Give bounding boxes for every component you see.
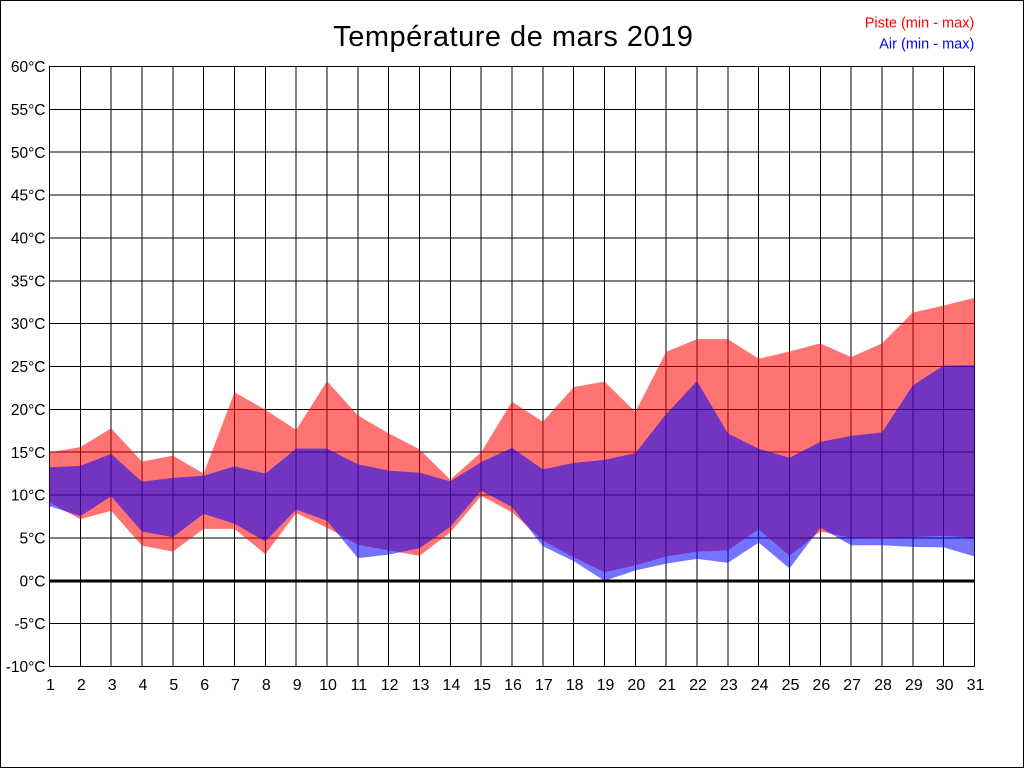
- svg-text:29: 29: [905, 677, 923, 694]
- svg-text:-10°C: -10°C: [6, 659, 46, 676]
- svg-text:13: 13: [412, 677, 430, 694]
- svg-text:22: 22: [689, 677, 707, 694]
- svg-text:Piste (min - max): Piste (min - max): [865, 15, 975, 31]
- svg-text:60°C: 60°C: [11, 59, 46, 76]
- svg-text:5°C: 5°C: [19, 531, 45, 548]
- svg-text:24: 24: [751, 677, 769, 694]
- svg-text:-5°C: -5°C: [14, 616, 45, 633]
- svg-text:25: 25: [782, 677, 800, 694]
- svg-text:3: 3: [108, 677, 117, 694]
- svg-text:40°C: 40°C: [11, 231, 46, 248]
- svg-text:11: 11: [351, 677, 368, 694]
- svg-text:50°C: 50°C: [11, 145, 46, 162]
- svg-text:25°C: 25°C: [11, 359, 46, 376]
- svg-text:21: 21: [658, 677, 676, 694]
- svg-text:23: 23: [720, 677, 738, 694]
- svg-text:12: 12: [381, 677, 399, 694]
- svg-text:Température de mars 2019: Température de mars 2019: [333, 21, 693, 53]
- svg-text:14: 14: [442, 677, 460, 694]
- svg-text:30°C: 30°C: [11, 316, 46, 333]
- svg-text:10°C: 10°C: [11, 488, 46, 505]
- svg-text:27: 27: [843, 677, 861, 694]
- svg-text:15°C: 15°C: [11, 445, 46, 462]
- svg-text:6: 6: [200, 677, 209, 694]
- svg-text:20°C: 20°C: [11, 402, 46, 419]
- svg-text:0°C: 0°C: [19, 573, 45, 590]
- svg-text:28: 28: [874, 677, 892, 694]
- svg-text:16: 16: [504, 677, 522, 694]
- svg-text:7: 7: [231, 677, 240, 694]
- svg-text:19: 19: [597, 677, 615, 694]
- svg-text:Air (min - max): Air (min - max): [879, 37, 974, 53]
- svg-text:30: 30: [936, 677, 954, 694]
- svg-text:18: 18: [566, 677, 584, 694]
- svg-text:35°C: 35°C: [11, 273, 46, 290]
- svg-text:5: 5: [169, 677, 178, 694]
- svg-text:2: 2: [77, 677, 86, 694]
- svg-text:31: 31: [967, 677, 985, 694]
- svg-text:1: 1: [46, 677, 55, 694]
- svg-text:55°C: 55°C: [11, 102, 46, 119]
- svg-text:4: 4: [139, 677, 148, 694]
- svg-text:26: 26: [812, 677, 830, 694]
- svg-text:8: 8: [262, 677, 271, 694]
- svg-text:9: 9: [293, 677, 302, 694]
- svg-text:15: 15: [473, 677, 491, 694]
- svg-text:20: 20: [627, 677, 645, 694]
- svg-text:10: 10: [319, 677, 337, 694]
- svg-text:45°C: 45°C: [11, 188, 46, 205]
- svg-text:17: 17: [535, 677, 553, 694]
